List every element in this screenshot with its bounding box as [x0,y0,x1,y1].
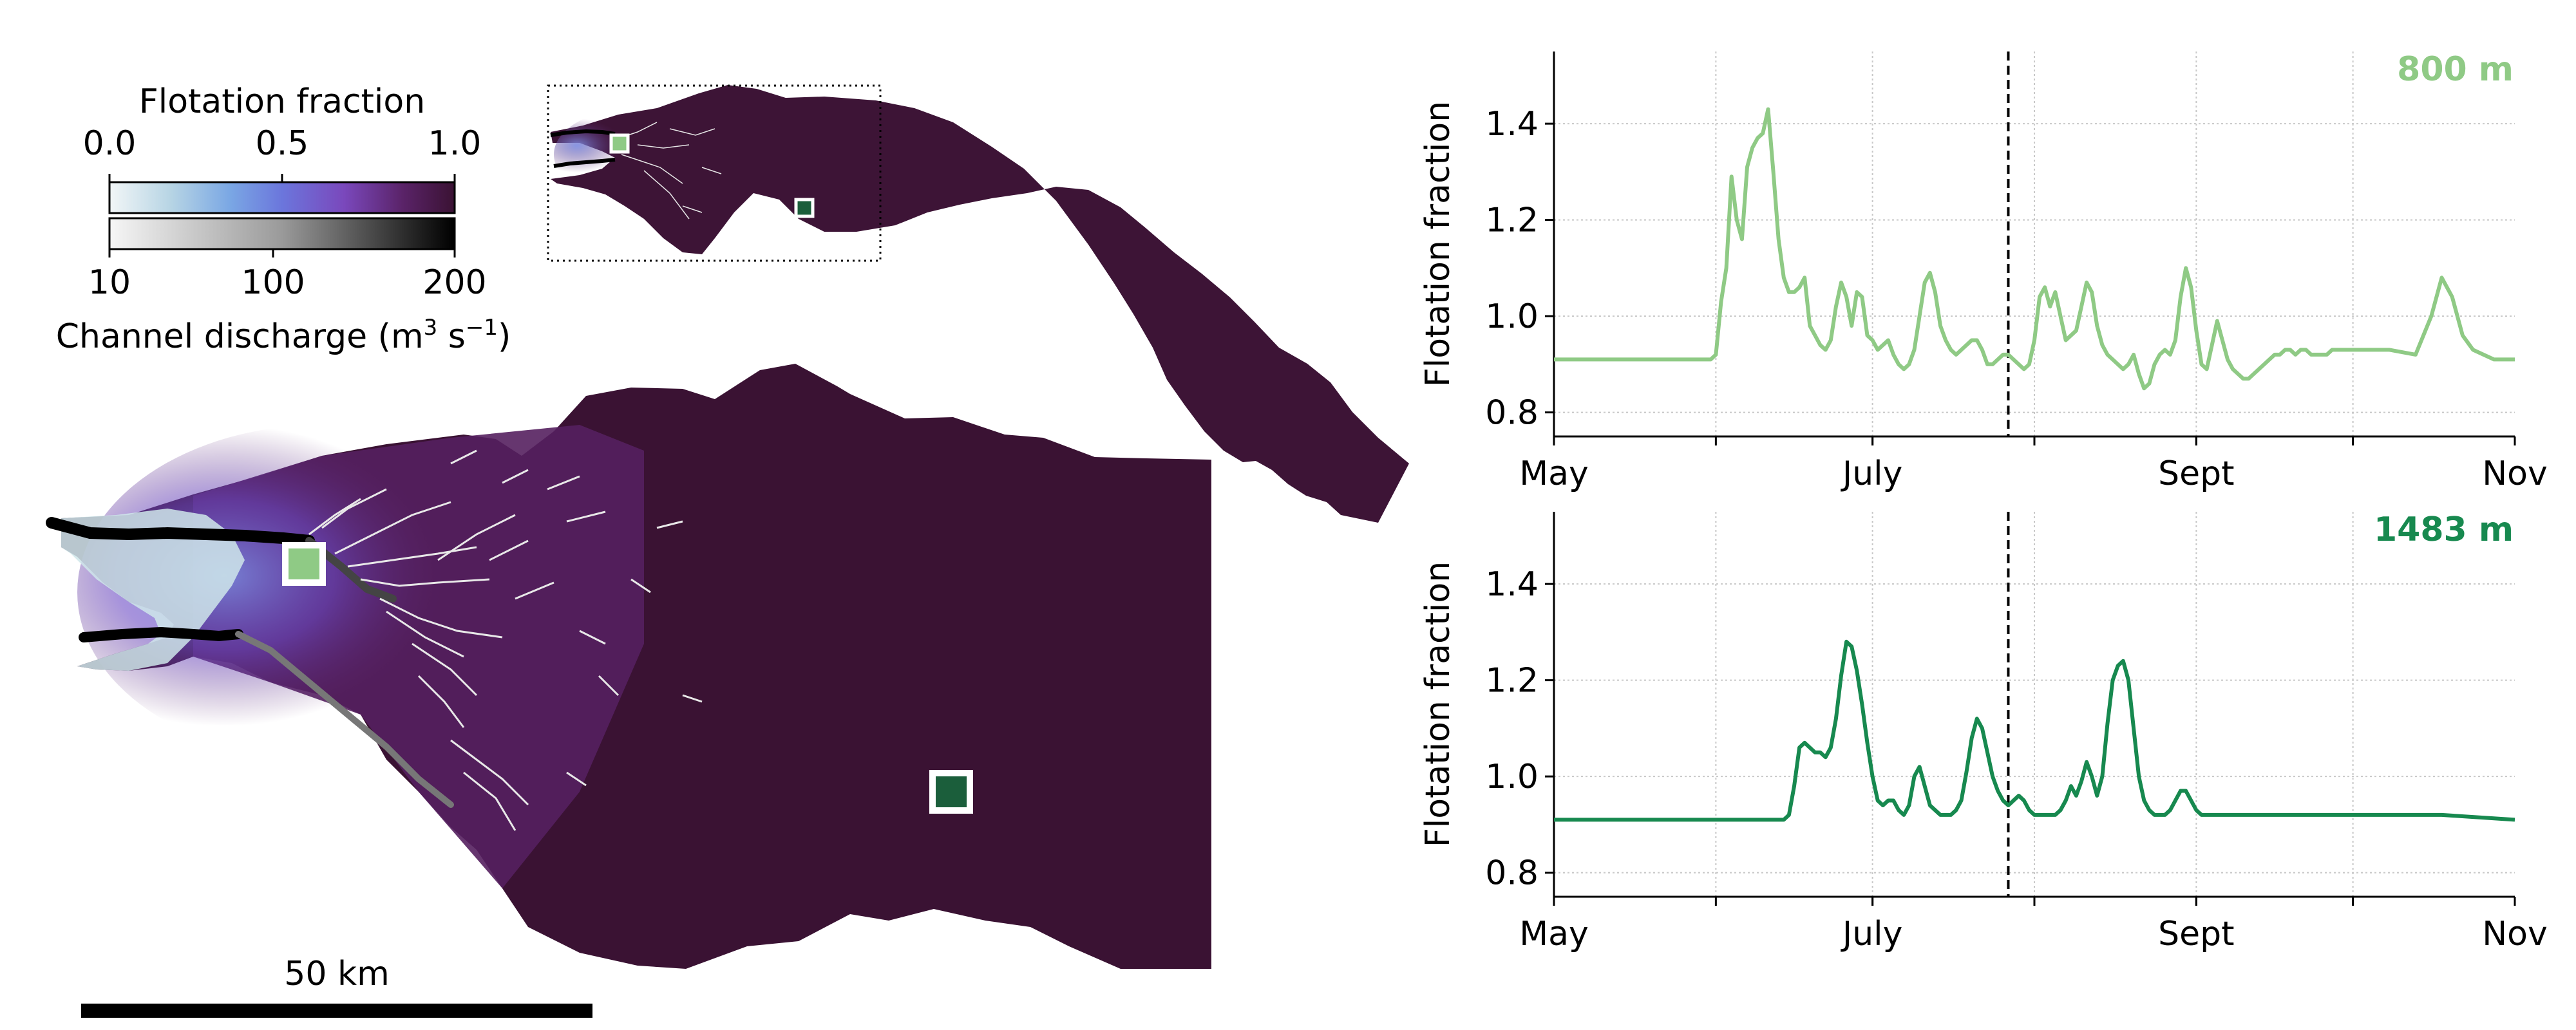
colorbar-bottom-ticklabels: 10 100 200 [88,263,487,302]
series-line [1554,639,2515,822]
scale-bar-label: 50 km [284,955,389,993]
x-tick-label-2: Sept [2158,454,2234,493]
x-tick-label-1: July [1841,454,1903,493]
colorbar-top-tick-2: 1.0 [428,124,482,163]
overview-glacier [551,85,1409,523]
colorbar-top-title: Flotation fraction [139,82,425,121]
zoomed-site-800-marker [282,542,326,586]
x-tick-label-0: May [1519,915,1589,953]
scale-bar-line [81,1004,592,1018]
timeseries-chart-1483m: May July Sept Nov 0.8 1.0 1.2 1.4 Flotation frac… [1419,510,2548,953]
overview-small-channels [618,122,722,220]
zoomed-blue-region [77,425,567,760]
timeseries-chart-800m: May July Sept Nov 0.8 1.0 1.2 1.4 Flotation frac… [1419,50,2548,493]
colorbar-bottom-tickmarks [108,249,456,258]
colorbar-bottom-tick-0: 10 [88,263,131,302]
site-label: 1483 m [2374,510,2514,549]
overview-map [547,84,1409,523]
overview-site-1483-marker [794,198,815,218]
x-tick-label-3: Nov [2482,915,2548,953]
colorbar-bottom-tick-2: 200 [422,263,486,302]
zoomed-main-channels [46,517,454,808]
y-tick-label-2: 1.2 [1485,662,1539,700]
y-tick-label-3: 1.4 [1485,565,1539,604]
x-tick-label-2: Sept [2158,915,2234,953]
colorbar-top-ticklabels: 0.0 0.5 1.0 [83,124,482,163]
colorbar-top-tick-1: 0.5 [256,124,309,163]
discharge-colorbar [108,217,456,250]
overview-channels [550,129,616,168]
y-axis-label: Flotation fraction [1419,561,1457,847]
y-tick-label-2: 1.2 [1485,201,1539,240]
y-tick-label-3: 1.4 [1485,105,1539,144]
site-label: 800 m [2397,50,2514,89]
colorbar-top-tickmarks [108,174,456,182]
colorbar-legend: Flotation fraction 0.0 0.5 1.0 10 100 20… [56,82,511,356]
colorbar-bottom-title: Channel discharge (m3 s−1) [56,315,511,356]
x-tick-label-0: May [1519,454,1589,493]
zoomed-small-channels [308,449,703,831]
x-tick-label-3: Nov [2482,454,2548,493]
zoomed-site-1483-marker [929,770,973,814]
y-tick-label-1: 1.0 [1485,297,1539,336]
y-tick-label-0: 0.8 [1485,854,1539,893]
overview-site-800-marker [609,133,630,154]
series-line [1554,107,2515,391]
y-tick-label-1: 1.0 [1485,758,1539,796]
overview-blue-region [554,109,708,200]
flotation-colorbar [108,181,456,214]
scale-bar: 50 km [81,955,592,1018]
x-tick-label-1: July [1841,915,1903,953]
colorbar-bottom-tick-1: 100 [241,263,305,302]
zoomed-map [46,364,1211,969]
colorbar-top-tick-0: 0.0 [83,124,137,163]
overview-extent-box [547,84,882,262]
zoomed-terminus [61,509,245,671]
y-axis-label: Flotation fraction [1419,101,1457,387]
y-tick-label-0: 0.8 [1485,394,1539,433]
